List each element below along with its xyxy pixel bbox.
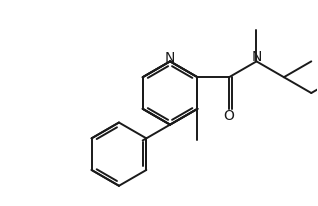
Text: N: N <box>165 50 175 64</box>
Text: O: O <box>224 108 235 122</box>
Text: N: N <box>252 49 262 63</box>
